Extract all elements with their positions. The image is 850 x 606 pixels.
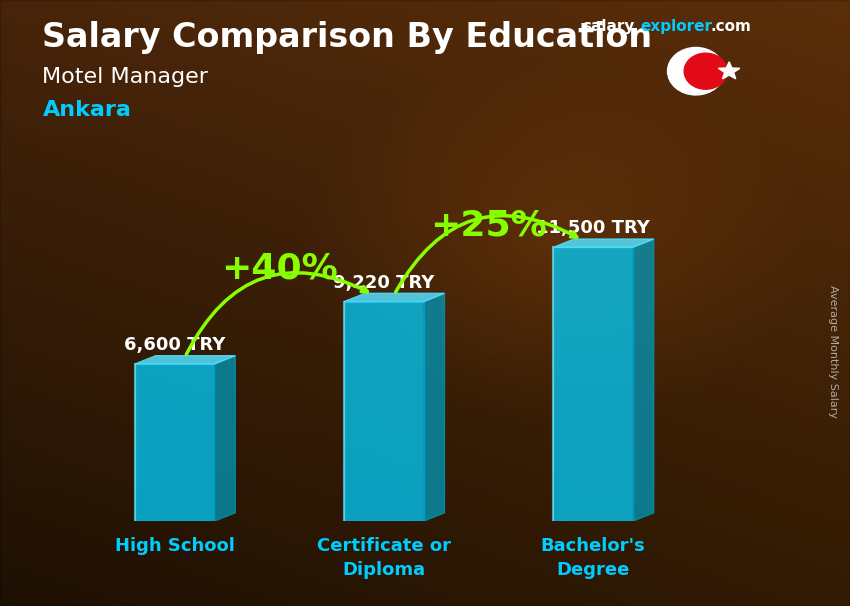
Polygon shape bbox=[423, 293, 445, 521]
Bar bbox=[553, 247, 632, 521]
Polygon shape bbox=[718, 62, 740, 79]
Text: salary: salary bbox=[582, 19, 635, 35]
Polygon shape bbox=[135, 356, 235, 364]
Text: 6,600 TRY: 6,600 TRY bbox=[124, 336, 225, 354]
Text: Average Monthly Salary: Average Monthly Salary bbox=[828, 285, 838, 418]
Polygon shape bbox=[344, 293, 445, 302]
Text: 9,220 TRY: 9,220 TRY bbox=[333, 274, 434, 291]
Circle shape bbox=[684, 53, 727, 89]
Polygon shape bbox=[632, 239, 654, 521]
Text: explorer: explorer bbox=[640, 19, 712, 35]
Text: .com: .com bbox=[711, 19, 751, 35]
Text: Motel Manager: Motel Manager bbox=[42, 67, 208, 87]
Text: Salary Comparison By Education: Salary Comparison By Education bbox=[42, 21, 653, 54]
Text: +40%: +40% bbox=[221, 252, 337, 286]
Circle shape bbox=[667, 47, 724, 95]
Bar bbox=[344, 302, 423, 521]
Polygon shape bbox=[553, 239, 654, 247]
Bar bbox=[135, 364, 214, 521]
Text: +25%: +25% bbox=[430, 209, 547, 243]
Text: Ankara: Ankara bbox=[42, 100, 132, 120]
Polygon shape bbox=[214, 356, 235, 521]
Text: 11,500 TRY: 11,500 TRY bbox=[536, 219, 650, 238]
